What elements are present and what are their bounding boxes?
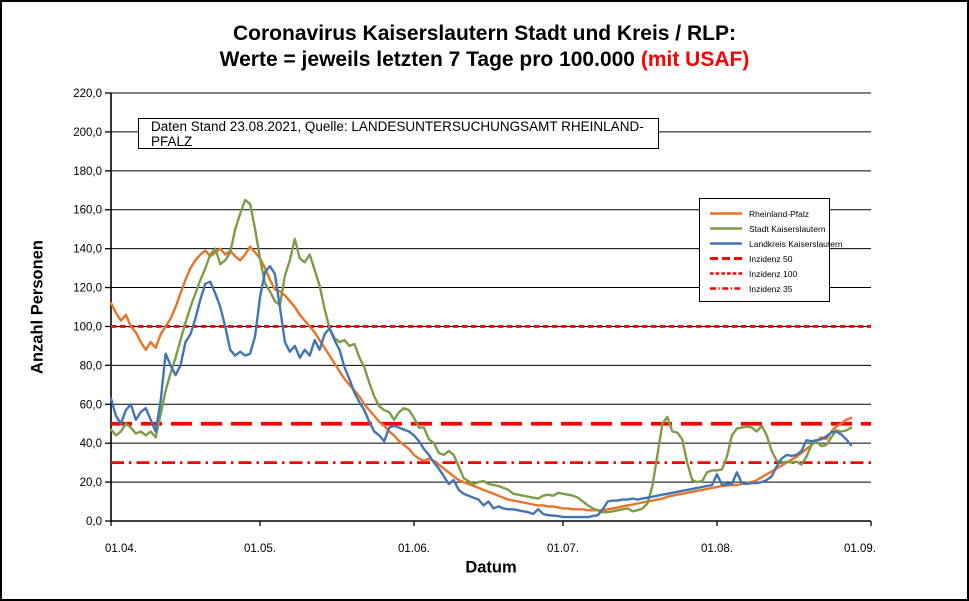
- y-tick-label: 40,0: [80, 438, 102, 450]
- x-tick-label: 01.09.: [844, 543, 876, 555]
- chart-title-line2-red: (mit USAF): [640, 48, 750, 71]
- y-tick-label: 160,0: [73, 205, 102, 217]
- legend: Rheinland-Pfalz Stadt Kaiserslautern Landk…: [699, 198, 843, 302]
- legend-item-landkreis-kaiserslautern: Landkreis Kaiserslautern: [709, 236, 843, 251]
- legend-item-rheinland-pfalz: Rheinland-Pfalz: [709, 206, 825, 221]
- chart-title: Coronavirus Kaiserslautern Stadt und Kre…: [2, 21, 967, 73]
- legend-line-sample: [710, 212, 742, 215]
- y-tick-label: 0,0: [86, 516, 102, 528]
- y-tick-label: 200,0: [73, 127, 102, 139]
- series-line-landkreis-kaiserslautern: [109, 264, 853, 519]
- series-line-rheinland-pfalz: [109, 245, 853, 512]
- legend-label: Inzidenz 35: [749, 283, 793, 294]
- legend-item-inzidenz-35: Inzidenz 35: [709, 281, 825, 296]
- x-tick-label: 01.08.: [701, 543, 733, 555]
- legend-line-sample: [710, 272, 742, 275]
- series-line-stadt-kaiserslautern: [109, 198, 853, 514]
- legend-item-inzidenz-100: Inzidenz 100: [709, 266, 825, 281]
- chart-title-line2-black: Werte = jeweils letzten 7 Tage pro 100.0…: [219, 48, 641, 71]
- y-tick-label: 100,0: [73, 321, 102, 333]
- x-tick-label: 01.04.: [105, 543, 137, 555]
- legend-label: Landkreis Kaiserslautern: [749, 238, 843, 249]
- y-tick-label: 120,0: [73, 283, 102, 295]
- x-tick-label: 01.07.: [547, 543, 579, 555]
- legend-label: Stadt Kaiserslautern: [749, 223, 826, 234]
- legend-line-sample: [710, 242, 742, 245]
- y-tick-label: 220,0: [73, 88, 102, 100]
- legend-item-stadt-kaiserslautern: Stadt Kaiserslautern: [709, 221, 826, 236]
- y-tick-label: 80,0: [80, 360, 102, 372]
- chart-title-line2: Werte = jeweils letzten 7 Tage pro 100.0…: [2, 47, 967, 73]
- x-axis-title: Datum: [465, 558, 517, 577]
- y-tick-label: 60,0: [80, 399, 102, 411]
- data-source-box: Daten Stand 23.08.2021, Quelle: LANDESUN…: [138, 118, 659, 149]
- legend-item-inzidenz-50: Inzidenz 50: [709, 251, 825, 266]
- x-tick-label: 01.05.: [244, 543, 276, 555]
- legend-label: Rheinland-Pfalz: [749, 208, 810, 219]
- legend-label: Inzidenz 50: [749, 253, 793, 264]
- legend-line-sample: [710, 287, 742, 290]
- y-tick-label: 140,0: [73, 244, 102, 256]
- legend-line-sample: [710, 227, 742, 230]
- y-tick-label: 20,0: [80, 477, 102, 489]
- x-tick-label: 01.06.: [398, 543, 430, 555]
- data-source-text: Daten Stand 23.08.2021, Quelle: LANDESUN…: [151, 118, 644, 149]
- y-tick-label: 180,0: [73, 166, 102, 178]
- legend-line-sample: [710, 257, 742, 260]
- legend-label: Inzidenz 100: [749, 268, 798, 279]
- chart-title-line1: Coronavirus Kaiserslautern Stadt und Kre…: [233, 22, 736, 45]
